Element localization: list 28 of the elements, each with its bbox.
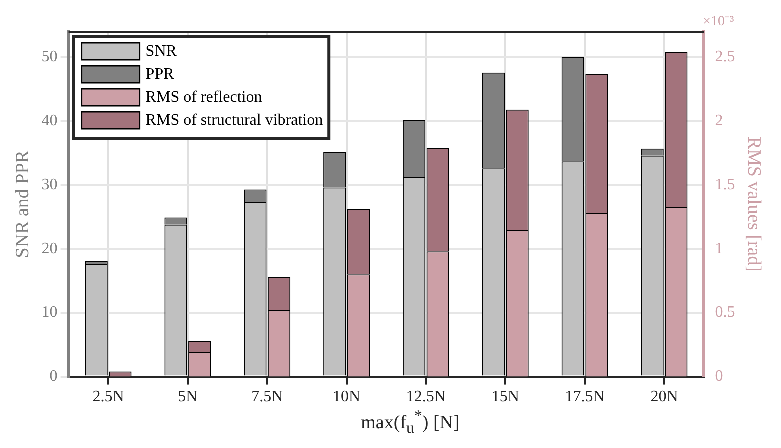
x-tick-label: 17.5N [565, 388, 606, 406]
y-tick-label: 50 [42, 48, 58, 66]
y-axis-title: SNR and PPR [12, 150, 34, 258]
y2-tick-label: 1 [715, 240, 724, 258]
y2-tick-label: 0.5 [715, 304, 736, 322]
y2-tick-label: 0 [715, 368, 724, 386]
x-tick-label: 2.5N [92, 388, 125, 406]
x-tick-label: 12.5N [406, 388, 446, 406]
y2-tick-label: 1.5 [715, 176, 736, 194]
x-tick-label: 15N [492, 388, 520, 406]
x-tick-label: 10N [333, 388, 362, 406]
legend-label: RMS of structural vibration [146, 112, 324, 130]
x-tick-label: 7.5N [252, 388, 284, 406]
y2-tick-label: 2 [715, 112, 724, 130]
legend-label: SNR [146, 43, 178, 60]
x-tick-label: 5N [178, 388, 198, 406]
x-tick-label: 20N [650, 388, 679, 406]
y-tick-label: 40 [42, 112, 58, 130]
y-tick-label: 30 [42, 176, 58, 194]
x-axis-title: max(f$_{u}$$^{*}$) [N] [360, 408, 461, 438]
y-tick-label: 10 [42, 304, 58, 322]
y-tick-label: 20 [42, 240, 58, 258]
legend-label: PPR [146, 66, 175, 84]
y2-tick-label: 2.5 [715, 48, 736, 66]
legend-label: RMS of reflection [146, 89, 262, 106]
y-tick-label: 0 [50, 368, 58, 386]
text: ×10⁻³ [703, 14, 734, 30]
y2-axis-title: RMS values [rad] [744, 136, 765, 272]
